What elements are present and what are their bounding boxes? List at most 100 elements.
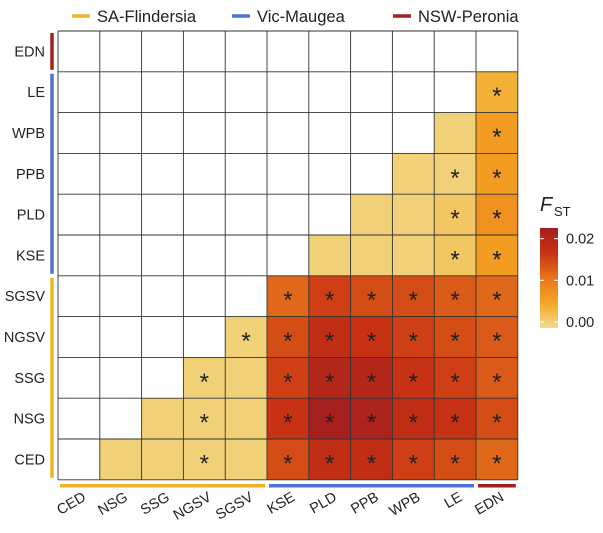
significance-star: *	[325, 369, 334, 396]
heatmap-cell-kse-pld	[308, 235, 351, 276]
heatmap-cell-nsg-kse	[267, 398, 309, 439]
significance-star: *	[367, 369, 376, 396]
heatmap-cell-ssg-kse	[267, 357, 309, 399]
y-tick-label-sgsv: SGSV	[5, 289, 46, 305]
y-tick-label-ppb: PPB	[16, 167, 45, 183]
significance-star: *	[450, 246, 459, 273]
significance-star: *	[241, 328, 250, 355]
heatmap-cell-pld-edn	[476, 194, 518, 235]
significance-star: *	[200, 369, 209, 396]
significance-star: *	[409, 287, 418, 314]
heatmap-cell-ngsv-sgsv	[225, 316, 267, 358]
heatmap-cell-ppb-edn	[476, 153, 518, 195]
heatmap-cell-ngsv-kse	[267, 316, 309, 358]
heatmap-cell-nsg-le	[434, 398, 476, 439]
x-tick-label-ced: CED	[54, 489, 89, 518]
y-axis-labels: EDN LE WPB PPB PLD KSE SGSV NGSV SSG NSG CED	[4, 44, 45, 468]
heatmap-cell-wpb-edn	[476, 112, 518, 154]
significance-star: *	[450, 206, 459, 233]
significance-star: *	[492, 328, 501, 355]
heatmap-cell-sgsv-pld	[308, 275, 351, 317]
significance-star: *	[450, 165, 459, 192]
significance-star: *	[283, 369, 292, 396]
x-tick-label-ppb: PPB	[348, 489, 381, 517]
significance-star: *	[367, 328, 376, 355]
significance-star: *	[325, 328, 334, 355]
heatmap-cell-le-edn	[476, 71, 518, 113]
heatmap-cell-ssg-ngsv	[183, 357, 226, 399]
heatmap-cell-sgsv-ppb	[350, 275, 393, 317]
significance-star: *	[450, 369, 459, 396]
heatmap-cell-ced-ppb	[350, 439, 393, 480]
significance-star: *	[409, 369, 418, 396]
heatmap-cell-ngsv-edn	[476, 316, 518, 358]
heatmap-cell-kse-wpb	[392, 235, 435, 276]
heatmap-cell-kse-edn	[476, 235, 518, 276]
x-tick-label-pld: PLD	[307, 489, 339, 517]
significance-star: *	[492, 206, 501, 233]
y-tick-label-ngsv: NGSV	[4, 330, 45, 346]
heatmap-cell-ced-ssg	[141, 439, 184, 480]
heatmap-cell-sgsv-edn	[476, 275, 518, 317]
significance-star: *	[409, 410, 418, 437]
significance-star: *	[325, 450, 334, 477]
significance-star: *	[492, 450, 501, 477]
heatmap-cell-ssg-sgsv	[225, 357, 267, 399]
heatmap-cell-ssg-wpb	[392, 357, 435, 399]
significance-star: *	[409, 450, 418, 477]
legend-label-nsw-peronia: NSW-Peronia	[418, 8, 519, 26]
heatmap-cell-sgsv-kse	[267, 275, 309, 317]
x-tick-label-ngsv: NGSV	[171, 489, 215, 524]
heatmap-cell-ced-nsg	[99, 439, 142, 480]
heatmap-cell-nsg-pld	[308, 398, 351, 439]
heatmap-cell-ced-wpb	[392, 439, 435, 480]
heatmap-cell-pld-ppb	[350, 194, 393, 235]
heatmap-cell-ced-edn	[476, 439, 518, 480]
y-tick-label-pld: PLD	[17, 208, 45, 224]
x-tick-label-le: LE	[442, 489, 466, 512]
heatmap-cell-ced-ngsv	[183, 439, 226, 480]
significance-star: *	[367, 410, 376, 437]
heatmap-cell-ngsv-pld	[308, 316, 351, 358]
significance-star: *	[450, 287, 459, 314]
colorbar-tick-label: 0.00	[566, 315, 594, 331]
heatmap-cell-ngsv-wpb	[392, 316, 435, 358]
heatmap-cell-wpb-le	[434, 112, 476, 154]
heatmap-cell-nsg-ppb	[350, 398, 393, 439]
x-tick-label-kse: KSE	[265, 489, 298, 518]
heatmap-grid	[57, 30, 519, 481]
heatmap-cell-ngsv-ppb	[350, 316, 393, 358]
significance-star: *	[200, 410, 209, 437]
heatmap-cell-ssg-ppb	[350, 357, 393, 399]
significance-star: *	[283, 287, 292, 314]
colorbar-tick-label: 0.02	[566, 232, 594, 248]
heatmap-cell-ppb-le	[434, 153, 476, 195]
significance-star: *	[492, 410, 501, 437]
y-tick-label-le: LE	[27, 85, 45, 101]
legend-label-sa-flindersia: SA-Flindersia	[97, 8, 197, 26]
x-tick-label-nsg: NSG	[95, 489, 130, 519]
heatmap-cell-pld-wpb	[392, 194, 435, 235]
heatmap-cell-sgsv-wpb	[392, 275, 435, 317]
significance-star: *	[367, 287, 376, 314]
heatmap-cells	[99, 71, 518, 480]
significance-star: *	[200, 450, 209, 477]
color-scale-legend: F ST 0.00 0.01 0.02	[540, 194, 594, 331]
group-bars	[50, 33, 516, 488]
significance-star: *	[367, 450, 376, 477]
heatmap-cell-ced-le	[434, 439, 476, 480]
heatmap-cell-nsg-ssg	[141, 398, 184, 439]
significance-star: *	[450, 328, 459, 355]
significance-star: *	[492, 287, 501, 314]
heatmap-cell-ngsv-le	[434, 316, 476, 358]
legend-label-vic-maugea: Vic-Maugea	[257, 8, 346, 26]
heatmap-cell-sgsv-le	[434, 275, 476, 317]
significance-star: *	[283, 328, 292, 355]
y-tick-label-ssg: SSG	[14, 371, 45, 387]
y-tick-label-edn: EDN	[14, 44, 45, 60]
significance-marks: * * * * * * * * * * * * * * * * * * * * * * * * * * * * * * * * * * * * * * * *…	[200, 83, 502, 477]
heatmap-cell-nsg-sgsv	[225, 398, 267, 439]
colorbar-tick-label: 0.01	[566, 273, 594, 289]
y-tick-label-wpb: WPB	[12, 126, 45, 142]
